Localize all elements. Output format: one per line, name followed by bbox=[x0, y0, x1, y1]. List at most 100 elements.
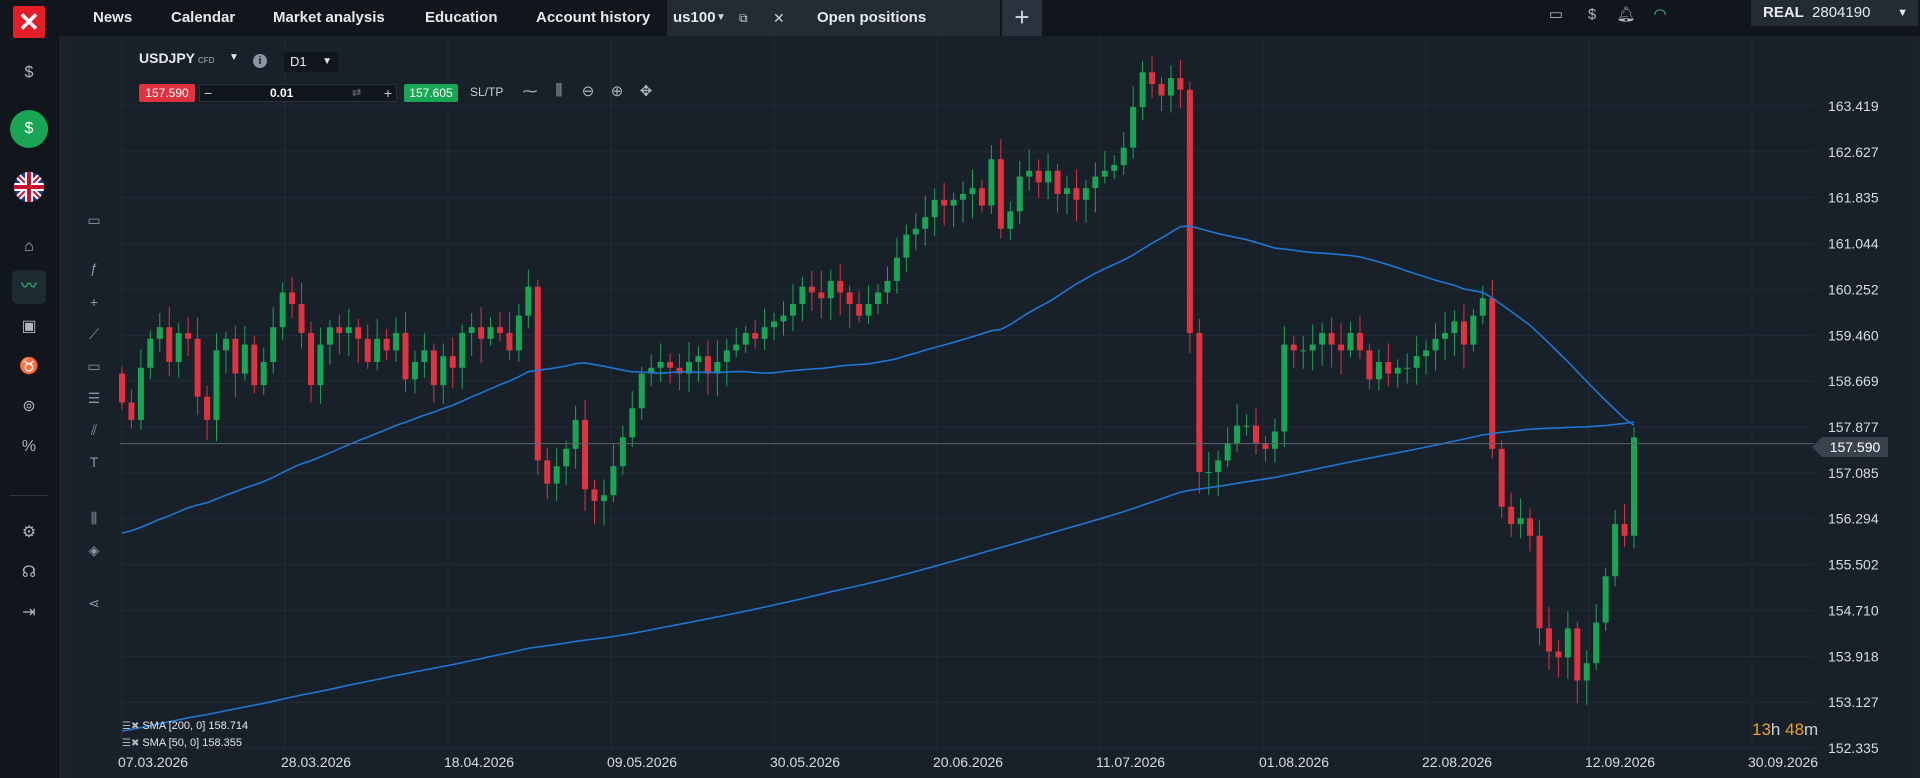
percent-icon[interactable]: % bbox=[21, 438, 37, 455]
bell-icon[interactable]: 🔔︎ bbox=[1616, 6, 1636, 23]
open-positions-tab-bg bbox=[796, 0, 1000, 36]
zoom-out-icon[interactable]: ⊖ bbox=[581, 83, 595, 100]
candle-up bbox=[1130, 107, 1137, 148]
x-tick-label: 30.05.2026 bbox=[770, 754, 840, 770]
text-tool-icon[interactable]: T bbox=[89, 454, 99, 470]
candle-down bbox=[1262, 443, 1269, 449]
line-chart-icon[interactable]: ⁓ bbox=[522, 83, 538, 100]
y-tick-label: 158.669 bbox=[1828, 373, 1879, 389]
candle-up bbox=[799, 286, 806, 305]
line-tool-icon[interactable]: ⟋ bbox=[89, 326, 99, 342]
candle-down bbox=[194, 338, 201, 397]
info-icon[interactable]: i bbox=[253, 54, 267, 68]
tab-us100[interactable]: us100 bbox=[673, 9, 716, 26]
candles-icon[interactable]: ⫼ bbox=[555, 82, 563, 99]
increase-button[interactable]: + bbox=[383, 85, 392, 101]
news-icon[interactable]: ▣ bbox=[21, 318, 37, 335]
function-icon[interactable]: ƒ bbox=[90, 260, 98, 276]
candle-up bbox=[1045, 170, 1052, 183]
candle-down bbox=[1177, 78, 1184, 90]
candle-up bbox=[553, 466, 560, 484]
account-selector[interactable]: REAL 2804190 ▼ bbox=[1751, 0, 1918, 26]
chart-icon[interactable]: 〰 bbox=[12, 270, 46, 304]
settings-icon[interactable]: ⚙ bbox=[21, 524, 37, 541]
logout-icon[interactable]: ⇥ bbox=[22, 604, 36, 621]
candle-up bbox=[1347, 332, 1354, 351]
candle-up bbox=[960, 193, 967, 200]
fibonacci-icon[interactable]: ☰ bbox=[87, 390, 101, 406]
candle-up bbox=[468, 327, 475, 333]
candle-down bbox=[582, 419, 589, 490]
crosshair-icon[interactable]: + bbox=[89, 294, 99, 310]
sell-button[interactable]: 157.590 bbox=[139, 84, 195, 102]
dollar-coin-icon[interactable]: $ bbox=[24, 64, 34, 81]
candle-down bbox=[1621, 524, 1628, 536]
screen-icon[interactable]: ▭ bbox=[87, 212, 101, 228]
swap-icon[interactable]: ⇄ bbox=[352, 87, 362, 99]
candle-down bbox=[676, 367, 683, 374]
candlestick-chart[interactable]: 163.419 162.627 161.835 161.044 160.252 159.4… bbox=[74, 36, 1910, 778]
drawing-toolbar: ▭ ƒ + ⟋ ▭ ☰ ⫽ T ⫼ ◈ ⋖ bbox=[74, 36, 112, 778]
chevron-down-icon[interactable]: ▼ bbox=[229, 52, 239, 63]
candle-up bbox=[1593, 622, 1600, 664]
candle-up bbox=[1139, 72, 1146, 108]
tab-news[interactable]: News bbox=[93, 9, 133, 26]
tab-open-positions[interactable]: Open positions bbox=[817, 9, 927, 26]
candle-down bbox=[1196, 332, 1203, 473]
xtb-logo[interactable]: ✕ bbox=[13, 6, 45, 38]
tab-calendar[interactable]: Calendar bbox=[171, 9, 236, 26]
y-tick-label: 155.502 bbox=[1828, 557, 1879, 573]
buy-button[interactable]: 157.605 bbox=[404, 84, 458, 102]
candle-down bbox=[752, 332, 759, 339]
channel-icon[interactable]: ⫽ bbox=[90, 422, 98, 438]
candle-down bbox=[1366, 350, 1373, 380]
indicator-settings-icon[interactable]: ☰✖ bbox=[122, 721, 140, 732]
candle-up bbox=[922, 217, 929, 229]
candle-down bbox=[1574, 628, 1581, 681]
tab-education[interactable]: Education bbox=[425, 9, 498, 26]
quantity-value[interactable]: 0.01 bbox=[270, 86, 294, 100]
indicator-settings-icon[interactable]: ☰✖ bbox=[122, 738, 140, 749]
sltp-button[interactable]: SL/TP bbox=[470, 85, 504, 99]
piggy-bank-icon[interactable]: ♉ bbox=[19, 358, 39, 375]
y-tick-label: 161.835 bbox=[1828, 190, 1879, 206]
timeframe-select[interactable]: D1 ▼ bbox=[284, 52, 338, 72]
indicators-icon[interactable]: ⫼ bbox=[90, 510, 98, 526]
currency-exchange-icon[interactable]: $ bbox=[1587, 6, 1597, 23]
candle-up bbox=[969, 188, 976, 194]
tab-account-history[interactable]: Account history bbox=[536, 9, 651, 26]
candle-up bbox=[1111, 165, 1118, 171]
y-tick-label: 157.085 bbox=[1828, 465, 1879, 481]
candle-up bbox=[1224, 443, 1231, 461]
candle-down bbox=[941, 199, 948, 206]
candle-down bbox=[128, 402, 135, 420]
decrease-button[interactable]: − bbox=[204, 85, 213, 101]
instrument-symbol[interactable]: USDJPY CFD bbox=[139, 50, 214, 66]
x-tick-label: 28.03.2026 bbox=[281, 754, 351, 770]
deposit-icon[interactable]: $ bbox=[10, 110, 48, 148]
uk-flag-icon[interactable] bbox=[14, 172, 44, 202]
candle-up bbox=[875, 292, 881, 305]
chart-area[interactable]: 163.419 162.627 161.835 161.044 160.252 159.4… bbox=[74, 36, 1910, 778]
quantity-stepper[interactable]: − 0.01 ⇄ + bbox=[199, 84, 397, 102]
tab-market-analysis[interactable]: Market analysis bbox=[273, 9, 385, 26]
candle-down bbox=[704, 356, 711, 374]
sma-200-legend[interactable]: ☰✖ SMA [200, 0] 158.714 bbox=[122, 720, 248, 732]
candle-up bbox=[950, 199, 957, 206]
tab-dropdown-icon[interactable]: ▼ bbox=[716, 12, 726, 23]
exchange-icon[interactable]: ⊚ bbox=[22, 398, 36, 415]
add-tab-button[interactable]: + bbox=[1002, 0, 1042, 36]
x-tick-label: 30.09.2026 bbox=[1748, 754, 1818, 770]
window-icon[interactable]: ▭ bbox=[1548, 6, 1564, 23]
zoom-in-icon[interactable]: ⊕ bbox=[610, 83, 624, 100]
rectangle-tool-icon[interactable]: ▭ bbox=[87, 358, 101, 374]
account-mode: REAL bbox=[1763, 4, 1804, 21]
home-icon[interactable]: ⌂ bbox=[24, 238, 34, 255]
popout-icon[interactable]: ⧉ bbox=[739, 11, 748, 25]
sma-50-legend[interactable]: ☰✖ SMA [50, 0] 158.355 bbox=[122, 737, 242, 749]
headset-icon[interactable]: ☊ bbox=[21, 564, 37, 581]
close-tab-icon[interactable]: ✕ bbox=[773, 10, 785, 26]
move-icon[interactable]: ✥ bbox=[639, 83, 653, 100]
share-icon[interactable]: ⋖ bbox=[88, 595, 100, 611]
layers-icon[interactable]: ◈ bbox=[88, 542, 100, 558]
